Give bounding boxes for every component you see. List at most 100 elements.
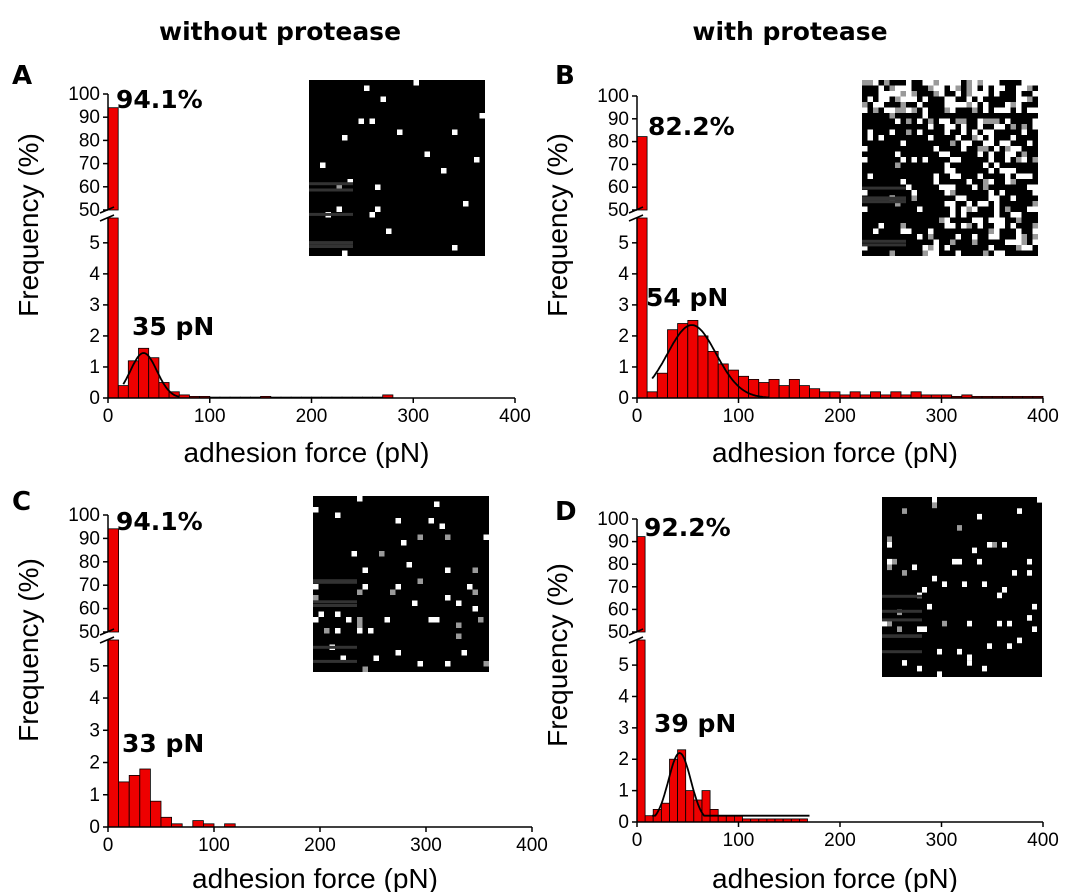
inset-map-image xyxy=(882,497,1042,677)
inset-pixel xyxy=(961,146,967,152)
inset-pixel xyxy=(988,157,994,163)
inset-streak xyxy=(882,634,922,638)
inset-pixel xyxy=(1010,102,1016,108)
histogram-bar xyxy=(646,391,658,399)
inset-pixel xyxy=(1002,542,1007,548)
inset-pixel xyxy=(892,558,897,565)
inset-pixel xyxy=(472,567,478,573)
inset-pixel xyxy=(911,107,917,113)
inset-pixel xyxy=(950,201,956,207)
inset-pixel xyxy=(1010,195,1016,201)
inset-pixel xyxy=(1027,80,1033,86)
inset-pixel xyxy=(988,129,994,135)
inset-pixel xyxy=(966,80,972,86)
inset-pixel xyxy=(884,96,890,102)
inset-pixel xyxy=(917,665,922,672)
inset-pixel xyxy=(983,140,989,146)
inset-pixel xyxy=(324,628,330,634)
inset-pixel xyxy=(994,234,1000,240)
inset-pixel xyxy=(1007,620,1012,627)
inset-pixel xyxy=(983,129,989,135)
y-tick-label: 90 xyxy=(79,528,100,549)
inset-pixel xyxy=(1021,157,1027,163)
axis-break-mark xyxy=(99,636,115,644)
inset-pixel xyxy=(911,157,917,163)
inset-pixel xyxy=(906,184,912,190)
inset-pixel xyxy=(1016,157,1022,163)
inset-pixel xyxy=(862,102,868,108)
inset-pixel xyxy=(966,85,972,91)
y-tick-label: 1 xyxy=(89,357,100,378)
inset-pixel xyxy=(987,643,992,649)
inset-pixel xyxy=(988,135,994,141)
inset-streak xyxy=(862,239,906,243)
inset-pixel xyxy=(1027,85,1033,91)
inset-pixel xyxy=(1005,157,1011,163)
inset-pixel xyxy=(955,102,961,108)
inset-pixel xyxy=(961,118,967,124)
inset-pixel xyxy=(983,201,989,207)
inset-pixel xyxy=(902,508,907,514)
inset-pixel xyxy=(461,650,467,656)
inset-pixel xyxy=(952,558,957,565)
inset-pixel xyxy=(358,118,364,124)
inset-pixel xyxy=(933,173,939,179)
inset-pixel xyxy=(1032,234,1038,240)
inset-pixel xyxy=(1027,206,1033,212)
inset-pixel xyxy=(950,212,956,218)
inset-pixel xyxy=(994,85,1000,91)
inset-pixel xyxy=(972,184,978,190)
inset-pixel xyxy=(1016,96,1022,102)
inset-pixel xyxy=(428,617,434,623)
inset-pixel xyxy=(928,250,934,256)
inset-pixel xyxy=(878,85,884,91)
inset-streak xyxy=(313,659,357,663)
inset-pixel xyxy=(966,91,972,97)
inset-pixel xyxy=(977,91,983,97)
x-tick-label: 0 xyxy=(632,406,643,427)
inset-pixel xyxy=(911,96,917,102)
inset-pixel xyxy=(895,162,901,168)
inset-pixel xyxy=(867,173,873,179)
inset-pixel xyxy=(900,223,906,229)
inset-pixel xyxy=(911,190,917,196)
x-tick-label: 300 xyxy=(410,835,442,856)
inset-pixel xyxy=(955,173,961,179)
inset-pixel xyxy=(413,80,419,86)
inset-pixel xyxy=(966,223,972,229)
inset-pixel xyxy=(932,502,937,509)
inset-pixel xyxy=(887,564,892,571)
inset-pixel xyxy=(944,184,950,190)
inset-pixel xyxy=(950,102,956,108)
y-tick-label: 0 xyxy=(618,388,629,409)
inset-pixel xyxy=(380,96,386,102)
inset-pixel xyxy=(987,542,992,548)
axis-break-mark xyxy=(628,214,644,222)
y-tick-label: 80 xyxy=(608,132,629,153)
inset-pixel xyxy=(900,91,906,97)
inset-pixel xyxy=(988,179,994,185)
inset-pixel xyxy=(988,140,994,146)
inset-pixel xyxy=(972,107,978,113)
inset-pixel xyxy=(928,124,934,130)
inset-pixel xyxy=(1005,102,1011,108)
inset-pixel xyxy=(889,107,895,113)
zero-bin-bar-upper xyxy=(107,107,119,211)
inset-pixel xyxy=(1005,168,1011,174)
inset-pixel xyxy=(961,212,967,218)
inset-pixel xyxy=(357,622,363,628)
inset-pixel xyxy=(467,584,473,590)
inset-pixel xyxy=(966,140,972,146)
inset-pixel xyxy=(955,91,961,97)
inset-pixel xyxy=(342,250,348,256)
y-tick-label: 3 xyxy=(618,295,629,316)
inset-pixel xyxy=(972,85,978,91)
y-tick-label: 70 xyxy=(608,577,629,598)
inset-pixel xyxy=(445,567,451,573)
inset-pixel xyxy=(313,595,319,601)
inset-pixel xyxy=(922,96,928,102)
inset-pixel xyxy=(887,536,892,542)
inset-pixel xyxy=(1021,245,1027,251)
x-tick-label: 0 xyxy=(103,835,114,856)
